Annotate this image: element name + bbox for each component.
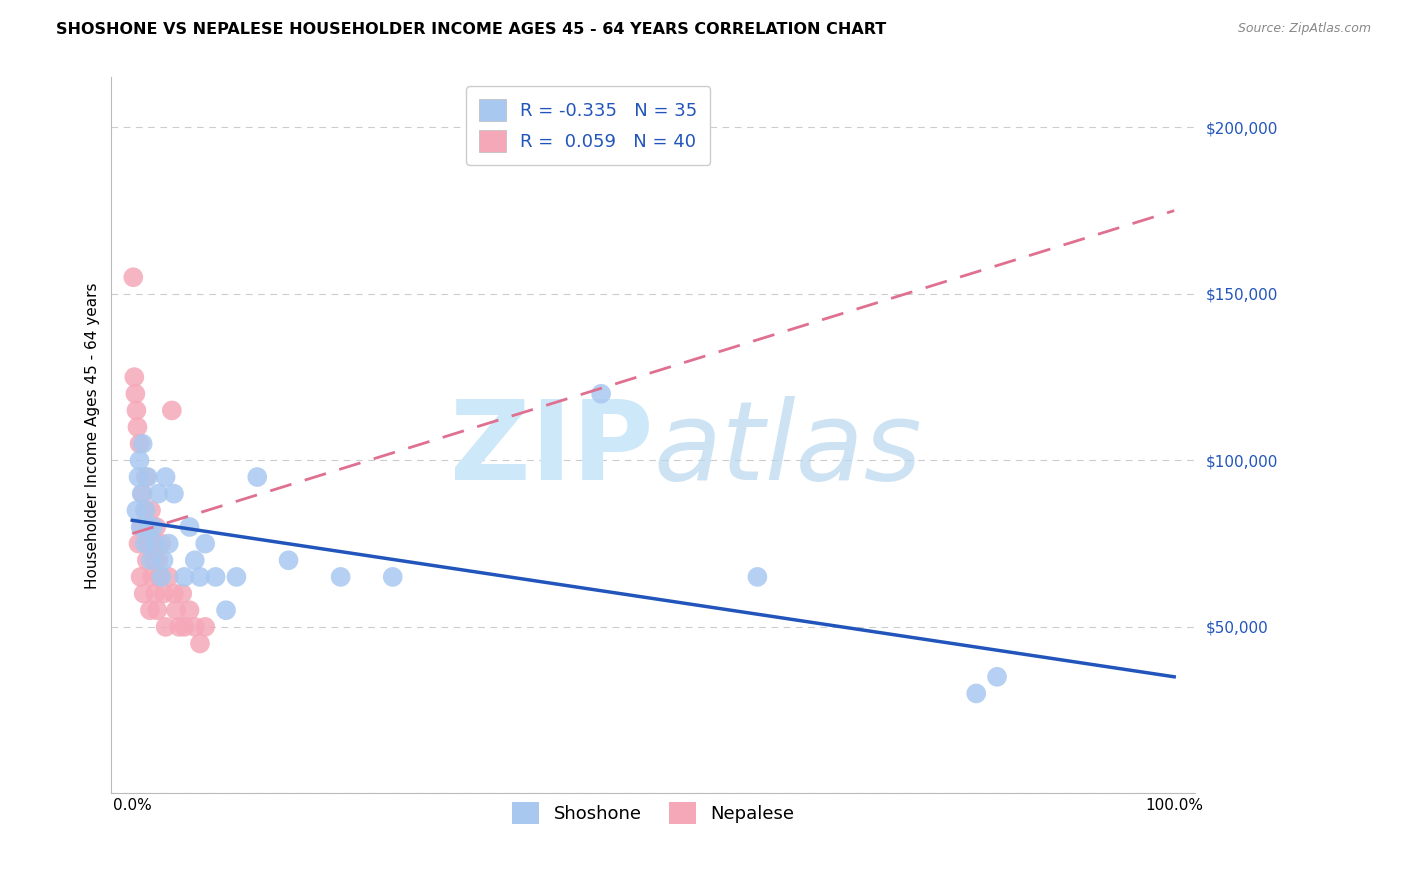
Point <box>124 386 146 401</box>
Text: SHOSHONE VS NEPALESE HOUSEHOLDER INCOME AGES 45 - 64 YEARS CORRELATION CHART: SHOSHONE VS NEPALESE HOUSEHOLDER INCOME … <box>56 22 887 37</box>
Point <box>188 570 211 584</box>
Point <box>129 520 152 534</box>
Point <box>143 586 166 600</box>
Point <box>591 386 613 401</box>
Point <box>143 553 166 567</box>
Point <box>172 586 194 600</box>
Point <box>135 553 157 567</box>
Point <box>136 470 159 484</box>
Point <box>143 536 166 550</box>
Point <box>139 503 162 517</box>
Legend: Shoshone, Nepalese: Shoshone, Nepalese <box>502 790 806 834</box>
Point <box>134 503 156 517</box>
Point <box>124 370 146 384</box>
Point <box>194 536 217 550</box>
Point <box>139 603 162 617</box>
Point <box>122 270 145 285</box>
Point <box>173 620 195 634</box>
Point <box>215 603 238 617</box>
Point <box>142 536 165 550</box>
Point <box>131 486 153 500</box>
Point <box>179 520 201 534</box>
Point <box>148 486 170 500</box>
Point <box>131 486 153 500</box>
Point <box>127 420 149 434</box>
Point <box>155 620 177 634</box>
Point <box>165 603 187 617</box>
Point <box>139 553 162 567</box>
Point <box>163 586 186 600</box>
Text: Source: ZipAtlas.com: Source: ZipAtlas.com <box>1237 22 1371 36</box>
Point <box>131 520 153 534</box>
Point <box>184 620 207 634</box>
Point <box>188 636 211 650</box>
Point <box>157 536 180 550</box>
Point <box>225 570 247 584</box>
Point <box>747 570 769 584</box>
Point <box>167 620 190 634</box>
Point <box>246 470 269 484</box>
Point <box>986 670 1008 684</box>
Point <box>128 470 150 484</box>
Point <box>128 453 150 467</box>
Point <box>138 520 160 534</box>
Point <box>129 570 152 584</box>
Point <box>194 620 217 634</box>
Point <box>150 570 173 584</box>
Point <box>148 570 170 584</box>
Point <box>163 486 186 500</box>
Point <box>965 686 987 700</box>
Point <box>132 586 155 600</box>
Point <box>135 503 157 517</box>
Point <box>173 570 195 584</box>
Point <box>184 553 207 567</box>
Text: ZIP: ZIP <box>450 396 654 503</box>
Point <box>204 570 226 584</box>
Point <box>179 603 201 617</box>
Point <box>125 403 148 417</box>
Point <box>148 553 170 567</box>
Point <box>138 520 160 534</box>
Point <box>145 520 167 534</box>
Point <box>128 436 150 450</box>
Point <box>381 570 404 584</box>
Point <box>329 570 352 584</box>
Point <box>134 536 156 550</box>
Point <box>277 553 299 567</box>
Point <box>150 536 173 550</box>
Point <box>152 553 174 567</box>
Point <box>146 603 169 617</box>
Text: atlas: atlas <box>654 396 922 503</box>
Point <box>155 470 177 484</box>
Point <box>135 470 157 484</box>
Point <box>160 403 183 417</box>
Point <box>152 586 174 600</box>
Point <box>131 436 153 450</box>
Point <box>128 536 150 550</box>
Point <box>141 570 163 584</box>
Point <box>157 570 180 584</box>
Y-axis label: Householder Income Ages 45 - 64 years: Householder Income Ages 45 - 64 years <box>86 282 100 589</box>
Point <box>125 503 148 517</box>
Point <box>136 536 159 550</box>
Point <box>142 520 165 534</box>
